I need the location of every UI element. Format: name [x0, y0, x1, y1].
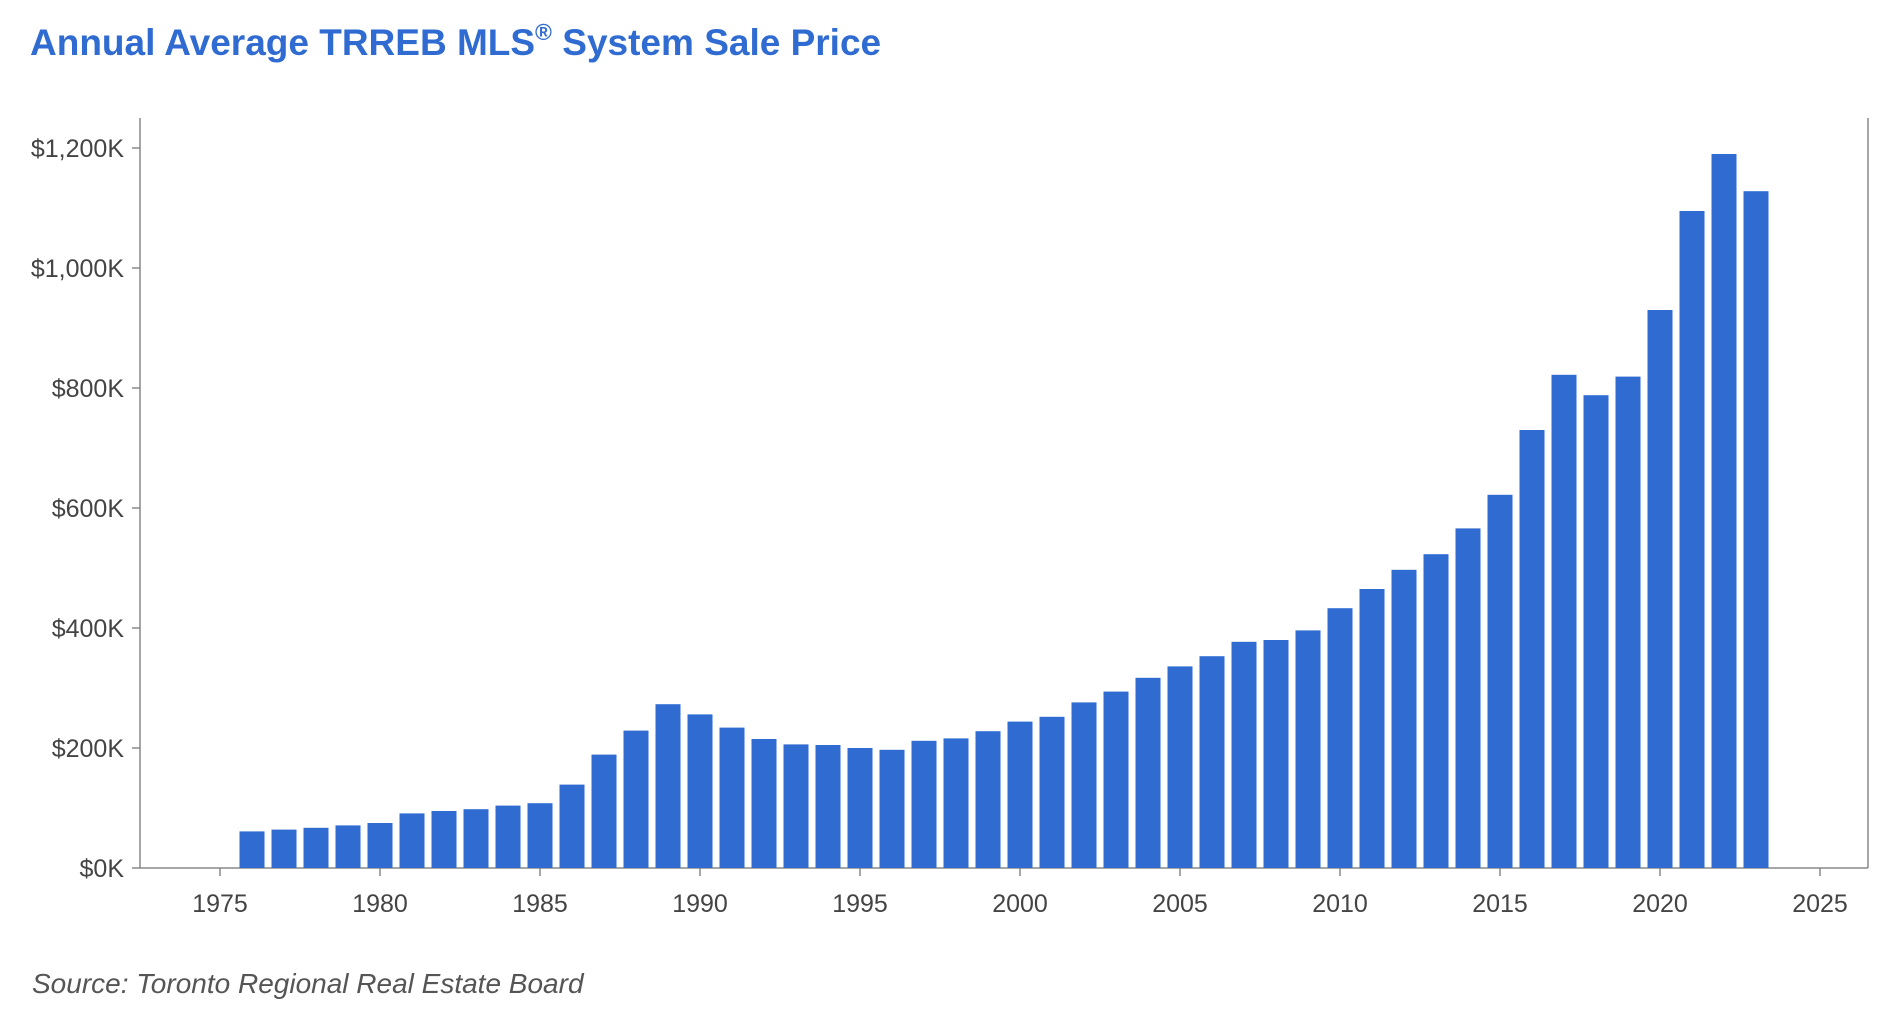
bar-2002 [1071, 702, 1097, 868]
bar-1976 [239, 831, 265, 868]
x-tick-label: 1975 [192, 890, 248, 918]
bar-2004 [1135, 677, 1161, 868]
source-note: Source: Toronto Regional Real Estate Boa… [32, 968, 584, 999]
bar-1990 [687, 714, 713, 868]
x-tick-label: 1980 [352, 890, 408, 918]
bar-2015 [1487, 494, 1513, 868]
x-tick-label: 2025 [1792, 890, 1848, 918]
x-axis: 1975 1980 1985 1990 1995 2000 2005 2010 2015 2020… [140, 867, 1868, 918]
bar-1982 [431, 811, 457, 868]
y-tick-label: $800K [52, 375, 125, 403]
bar-chart: $0K $200K $400K $600K $800K $1,000K $1,200K 19… [31, 118, 1869, 918]
y-tick-label: $200K [52, 735, 125, 763]
bar-2013 [1423, 554, 1449, 868]
y-tick-label: $400K [52, 615, 125, 643]
y-tick-label: $0K [80, 855, 125, 883]
bar-1993 [783, 744, 809, 868]
bar-1996 [879, 749, 905, 868]
bar-2003 [1103, 691, 1129, 868]
bar-1981 [399, 813, 425, 868]
bar-1994 [815, 745, 841, 868]
x-tick-label: 1995 [832, 890, 888, 918]
chart-title-main: Annual Average TRREB MLS [30, 22, 536, 63]
bar-1987 [591, 754, 617, 868]
x-tick-label: 1985 [512, 890, 568, 918]
registered-mark: ® [535, 19, 552, 45]
bar-2001 [1039, 716, 1065, 868]
bar-2018 [1583, 395, 1609, 868]
bar-2019 [1615, 376, 1641, 868]
bar-2007 [1231, 641, 1257, 868]
bar-1998 [943, 738, 969, 868]
x-tick-label: 2000 [992, 890, 1048, 918]
y-tick-label: $1,200K [31, 135, 124, 163]
y-axis: $0K $200K $400K $600K $800K $1,000K $1,200K [31, 118, 1869, 883]
x-tick-label: 2020 [1632, 890, 1688, 918]
bar-2008 [1263, 640, 1289, 868]
bar-2023 [1743, 191, 1769, 868]
x-tick-label: 1990 [672, 890, 728, 918]
bar-1983 [463, 809, 489, 868]
bar-2022 [1711, 154, 1737, 868]
bar-2016 [1519, 430, 1545, 868]
bar-2006 [1199, 656, 1225, 868]
bar-2010 [1327, 608, 1353, 868]
chart-title: Annual Average TRREB MLS® System Sale Pr… [30, 19, 882, 64]
y-tick-label: $1,000K [31, 255, 124, 283]
bar-1989 [655, 704, 681, 868]
bar-1995 [847, 748, 873, 868]
bar-1984 [495, 805, 521, 868]
bar-2005 [1167, 666, 1193, 868]
bar-2009 [1295, 630, 1321, 868]
bar-1979 [335, 825, 361, 868]
x-tick-label: 2010 [1312, 890, 1368, 918]
bar-2000 [1007, 721, 1033, 868]
x-tick-label: 2015 [1472, 890, 1528, 918]
bar-1991 [719, 727, 745, 868]
bar-2011 [1359, 589, 1385, 868]
y-tick-label: $600K [52, 495, 125, 523]
bar-series [239, 154, 1769, 868]
bar-1997 [911, 740, 937, 868]
bar-2020 [1647, 310, 1673, 868]
bar-1985 [527, 803, 553, 868]
bar-1992 [751, 739, 777, 868]
chart-title-rest: System Sale Price [552, 22, 882, 63]
bar-1999 [975, 731, 1001, 868]
bar-2021 [1679, 211, 1705, 868]
bar-2012 [1391, 569, 1417, 868]
bar-1980 [367, 823, 393, 868]
x-tick-label: 2005 [1152, 890, 1208, 918]
bar-1988 [623, 730, 649, 868]
bar-1978 [303, 827, 329, 868]
bar-2017 [1551, 374, 1577, 868]
bar-1977 [271, 829, 297, 868]
bar-1986 [559, 784, 585, 868]
bar-2014 [1455, 528, 1481, 868]
